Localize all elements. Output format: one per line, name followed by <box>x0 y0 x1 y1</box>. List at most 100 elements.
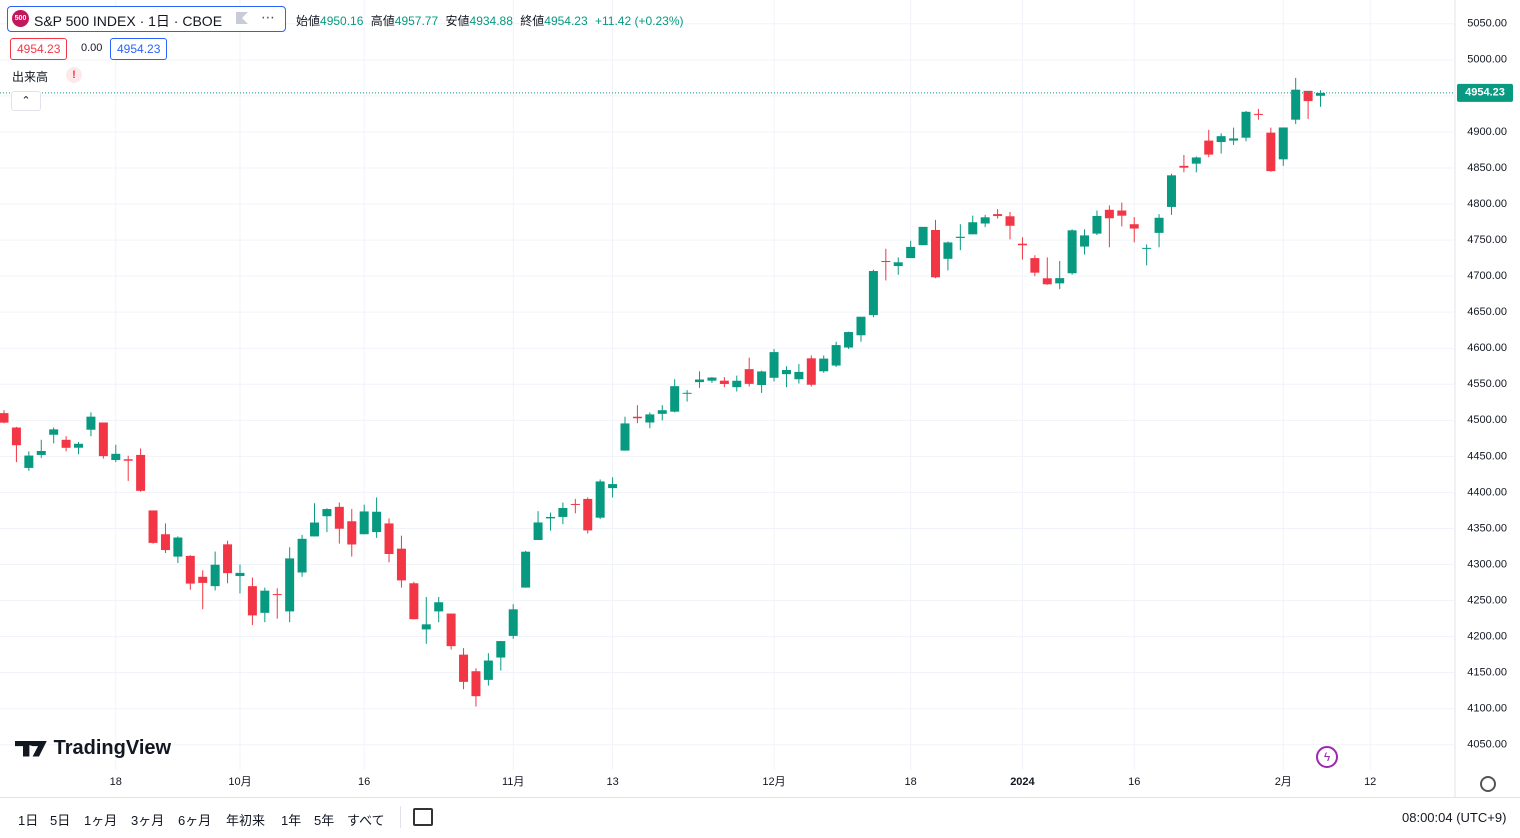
candle-body <box>347 521 357 545</box>
y-tick-label: 4750.00 <box>1467 234 1507 246</box>
candle-body <box>471 671 481 697</box>
candle-body <box>1278 127 1288 160</box>
candle-body <box>707 377 717 381</box>
more-button[interactable]: ⋯ <box>261 9 276 25</box>
y-tick-label: 5050.00 <box>1467 18 1507 30</box>
range-button[interactable]: 5年 <box>314 813 335 828</box>
candle-body <box>1216 136 1226 143</box>
candle-body <box>533 522 543 541</box>
candle-body <box>695 379 705 383</box>
candle-body <box>372 511 382 533</box>
toolbar: 1日 5日 1ヶ月 3ヶ月 6ヶ月 年初来 1年 5年 すべて 08:00:04… <box>0 797 1520 838</box>
candle-body <box>86 416 96 430</box>
candle-body <box>545 516 555 519</box>
settings-button[interactable] <box>1480 776 1496 792</box>
ohlc-legend: 始値4950.16 高値4957.77 安値4934.88 終値4954.23 … <box>296 12 684 29</box>
candle-body <box>1042 278 1052 285</box>
range-button[interactable]: 5日 <box>50 813 71 828</box>
candle-body <box>198 576 208 583</box>
x-tick-label: 2024 <box>1010 776 1035 788</box>
candle-body <box>508 609 518 636</box>
candle-body <box>819 358 829 372</box>
collapse-button[interactable]: ⌃ <box>11 91 41 111</box>
candle-body <box>123 459 133 461</box>
logo-text: TradingView <box>53 737 172 759</box>
date-range-button[interactable] <box>413 808 433 826</box>
x-tick-label: 10月 <box>228 776 251 788</box>
x-tick-label: 13 <box>606 776 618 788</box>
candle-body <box>210 564 220 587</box>
clock[interactable]: 08:00:04 (UTC+9) <box>1402 810 1507 825</box>
candle-body <box>173 537 183 557</box>
ohlc-value: 4957.77 <box>394 14 439 28</box>
candle-body <box>1117 210 1127 216</box>
candle-body <box>160 534 170 551</box>
logo: TradingView <box>15 737 171 760</box>
candle-body <box>968 222 978 235</box>
candle-body <box>980 217 990 224</box>
range-button[interactable]: すべて <box>347 813 385 828</box>
ask-box[interactable]: 4954.23 <box>110 38 168 60</box>
candle-body <box>297 538 307 573</box>
spread: 0.00 <box>81 42 103 54</box>
candle-body <box>334 506 344 529</box>
candle-body <box>732 380 742 388</box>
ohlc-value: 4950.16 <box>320 14 364 28</box>
candle-body <box>1204 140 1214 155</box>
range-button[interactable]: 1日 <box>18 813 39 828</box>
y-tick-label: 4500.00 <box>1467 414 1507 426</box>
candle-body <box>806 358 816 385</box>
lightning-button[interactable]: ϟ <box>1316 746 1338 768</box>
y-tick-label: 4800.00 <box>1467 198 1507 210</box>
candle-body <box>446 613 456 647</box>
candle-body <box>74 443 84 448</box>
candle-body <box>645 414 655 423</box>
x-tick-label: 2月 <box>1275 776 1292 788</box>
candle-body <box>111 453 121 460</box>
candle-body <box>943 242 953 259</box>
y-tick-label: 4550.00 <box>1467 378 1507 390</box>
candle-body <box>1142 247 1152 249</box>
candle-body <box>595 481 605 518</box>
candle-body <box>931 229 940 278</box>
candle-body <box>310 522 319 537</box>
candle-body <box>421 624 431 630</box>
range-button[interactable]: 1年 <box>281 813 302 828</box>
candle-body <box>260 590 270 613</box>
candle-body <box>744 369 754 384</box>
candle-body <box>61 439 71 448</box>
candle-body <box>583 498 593 531</box>
candle-body <box>223 544 233 574</box>
y-tick-label: 4050.00 <box>1467 739 1507 751</box>
ohlc-value: 4934.88 <box>469 14 513 28</box>
last-price-label: 4954.23 <box>1465 87 1505 99</box>
candle-body <box>682 392 692 394</box>
last-price-tag <box>1457 83 1513 102</box>
candle-body <box>98 422 108 457</box>
candle-body <box>670 386 680 412</box>
candle-body <box>918 226 928 246</box>
range-button[interactable]: 3ヶ月 <box>131 813 165 828</box>
candle-body <box>1067 230 1077 274</box>
candle-body <box>794 371 804 380</box>
range-button[interactable]: 1ヶ月 <box>84 813 118 828</box>
x-tick-label: 16 <box>1128 776 1140 788</box>
y-tick-label: 4450.00 <box>1467 450 1507 462</box>
range-button[interactable]: 年初来 <box>226 813 266 828</box>
flag-icon[interactable] <box>236 12 248 24</box>
candle-body <box>844 332 854 348</box>
candle-body <box>396 548 406 581</box>
range-button[interactable]: 6ヶ月 <box>178 813 212 828</box>
volume-warning[interactable]: ! <box>66 67 82 83</box>
candle-body <box>993 214 1003 217</box>
divider <box>400 806 401 828</box>
candle-body <box>1055 278 1065 284</box>
y-tick-label: 4300.00 <box>1467 558 1507 570</box>
candle-body <box>24 455 34 468</box>
y-tick-label: 5000.00 <box>1467 54 1507 66</box>
candle-body <box>881 260 891 263</box>
bid-box[interactable]: 4954.23 <box>10 38 68 60</box>
candle-body <box>608 484 618 489</box>
candle-body <box>1017 243 1027 246</box>
